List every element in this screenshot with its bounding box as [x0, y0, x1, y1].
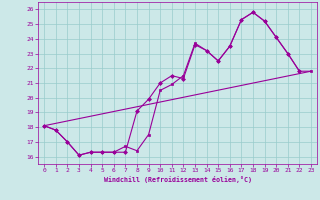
X-axis label: Windchill (Refroidissement éolien,°C): Windchill (Refroidissement éolien,°C) [104, 176, 252, 183]
